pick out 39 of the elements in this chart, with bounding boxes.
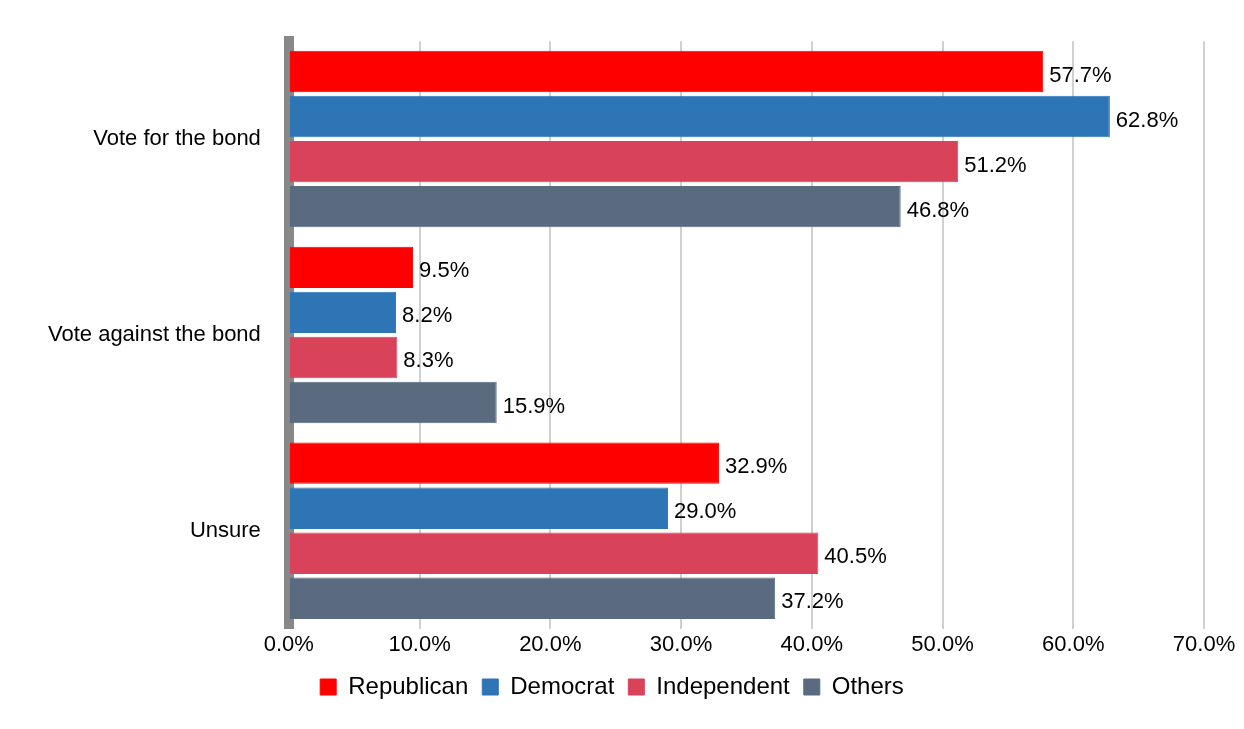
x-tick-label: 10.0% [388, 630, 451, 656]
data-label: 37.2% [781, 588, 844, 614]
bar [289, 487, 668, 529]
y-tick-label: Vote against the bond [47, 320, 261, 346]
x-tick-label: 20.0% [519, 630, 582, 656]
x-tick-label: 60.0% [1042, 630, 1105, 656]
data-label: 40.5% [824, 543, 887, 569]
x-tick-label: 30.0% [649, 630, 713, 656]
data-label: 46.8% [906, 196, 970, 222]
bar [289, 140, 959, 183]
data-label: 32.9% [724, 453, 788, 479]
bar [289, 185, 901, 228]
legend-label: Independent [656, 671, 791, 699]
x-tick-label: 40.0% [780, 630, 843, 656]
legend-label: Democrat [510, 671, 615, 699]
x-tick-label: 50.0% [911, 630, 974, 656]
data-label: 9.5% [419, 257, 470, 283]
data-label: 15.9% [502, 392, 566, 418]
bar [289, 532, 819, 574]
bar [289, 246, 414, 289]
bar [289, 50, 1044, 93]
legend-label: Republican [348, 671, 469, 699]
data-label: 57.7% [1049, 61, 1112, 87]
bar [289, 336, 398, 379]
bar [289, 381, 497, 424]
legend-label: Others [831, 671, 904, 699]
bar [289, 95, 1110, 138]
bar [289, 291, 397, 334]
data-label: 51.2% [964, 151, 1027, 177]
x-tick-label: 0.0% [263, 630, 314, 656]
data-label: 29.0% [673, 498, 737, 524]
bar [289, 442, 719, 484]
y-tick-label: Unsure [189, 516, 261, 542]
bar [289, 577, 776, 619]
data-label: 62.8% [1115, 106, 1179, 132]
y-tick-label: Vote for the bond [93, 125, 261, 151]
x-tick-label: 70.0% [1172, 630, 1236, 656]
data-label: 8.2% [402, 302, 453, 328]
data-label: 8.3% [403, 347, 454, 373]
